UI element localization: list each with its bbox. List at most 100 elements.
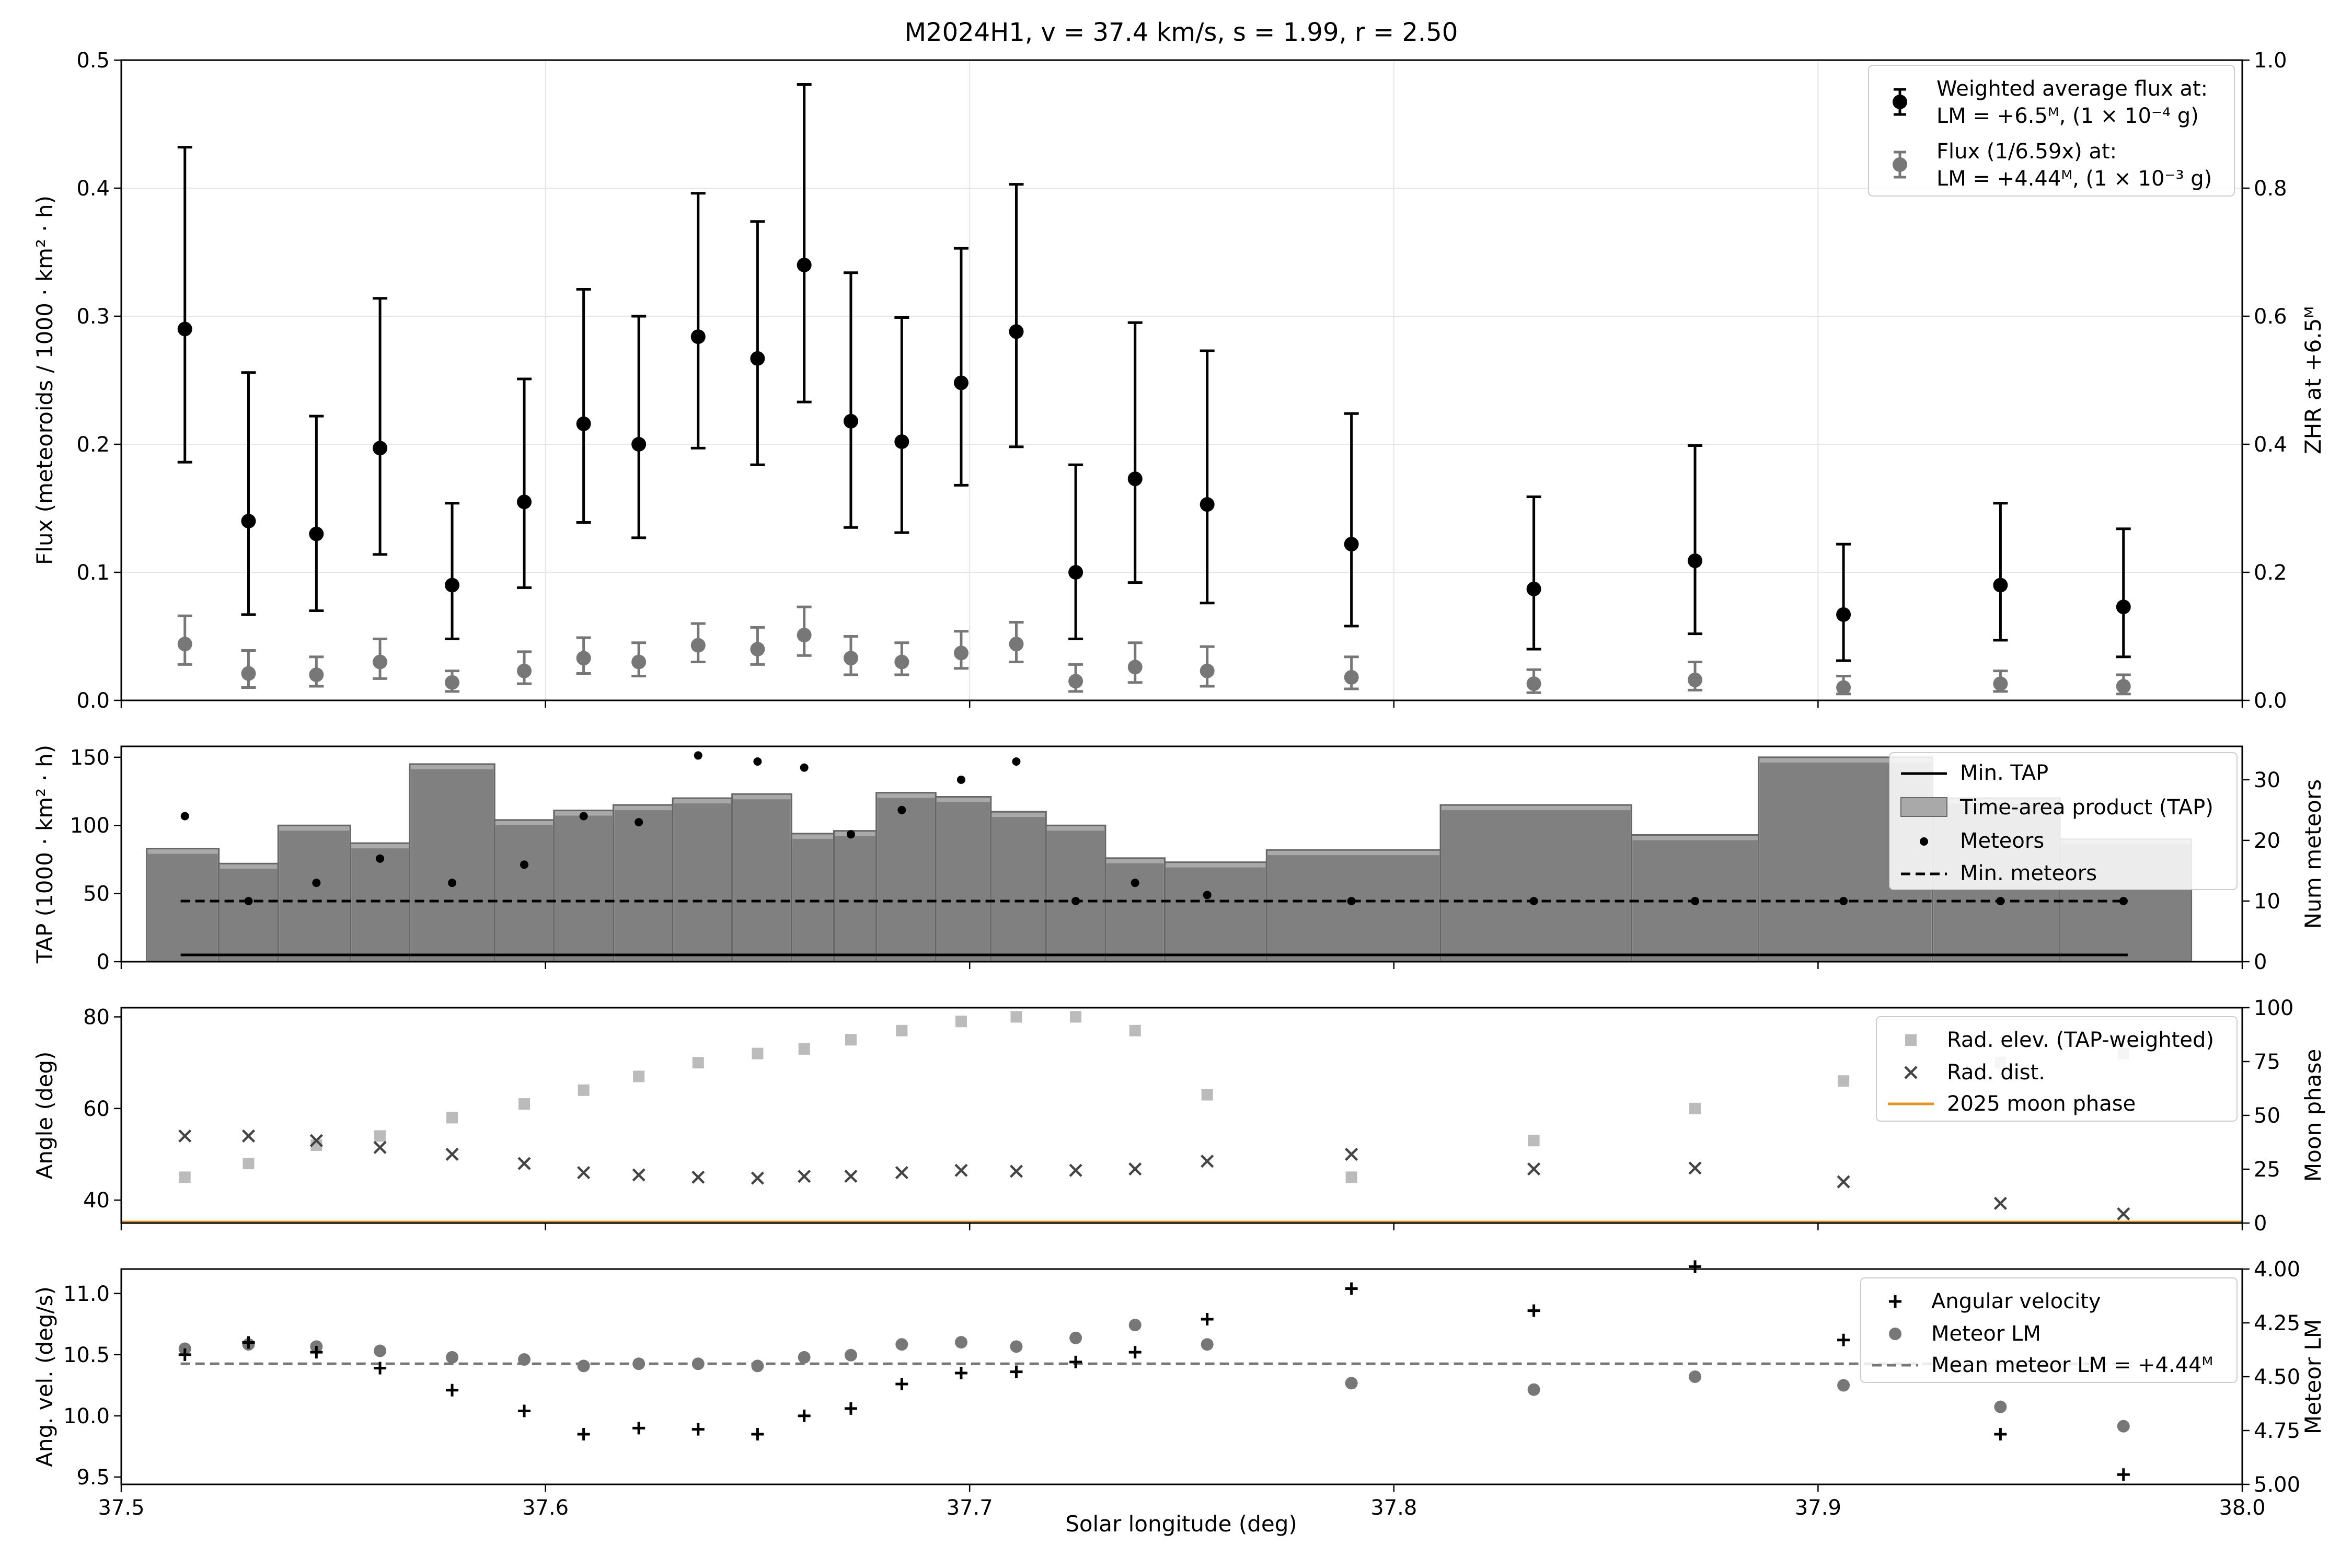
angular-velocity-point <box>242 1336 255 1349</box>
flux-scaled-point <box>517 650 532 685</box>
tap-bar-inner <box>1047 831 1104 962</box>
rad-elev-point <box>692 1057 704 1069</box>
legend-marker <box>1920 837 1928 846</box>
rad-dist-point <box>517 1157 531 1170</box>
angular-velocity-point <box>1069 1355 1082 1368</box>
legend-label: 2025 moon phase <box>1947 1092 2136 1116</box>
marker <box>373 441 388 456</box>
meteor-count-point <box>1529 896 1538 905</box>
meteor-count-point <box>753 757 762 766</box>
meteor-count-point <box>846 830 855 839</box>
marker <box>1200 497 1215 512</box>
rad-dist-point <box>1993 1196 2007 1210</box>
zhr-y-axis-tick-label: 0.2 <box>2254 561 2287 585</box>
marker <box>894 654 909 670</box>
zhr-y-axis-tick-label: 0.8 <box>2254 177 2287 201</box>
flux-scaled-point <box>1068 663 1083 693</box>
legend-entry: Flux (1/6.59x) at: LM = +4.44ᴹ, (1 × 10⁻³… <box>1893 140 2212 191</box>
flux-y-axis-tick-label: 0.4 <box>76 177 110 201</box>
tap-bar <box>146 848 220 963</box>
legend-entry: Rad. dist. <box>1904 1060 2045 1085</box>
flux-y-axis-tick-label: 0.1 <box>76 561 110 585</box>
rad-dist-point <box>178 1129 192 1143</box>
legend-label: Meteors <box>1960 829 2044 853</box>
rad-dist-point <box>577 1166 591 1180</box>
marker <box>1009 324 1024 339</box>
tap-bar-inner <box>410 769 494 962</box>
tap-bar <box>409 763 495 963</box>
meteor-count-point <box>800 763 809 772</box>
tap-panel: 0 50 100 150 TAP (1000 · km² · h) 0 10 20 30 Num … <box>32 745 2326 974</box>
meteor-lm-point <box>1994 1400 2007 1413</box>
meteor-count-point <box>1203 891 1212 900</box>
flux-y-axis-label: Flux (meteoroids / 1000 · km² · h) <box>32 195 57 565</box>
tap-bar <box>935 795 992 963</box>
meteor-lm-y-axis-label: Meteor LM <box>2300 1319 2326 1434</box>
meteors-y-axis-tick-label: 20 <box>2254 829 2280 853</box>
legend-label: LM = +4.44ᴹ, (1 × 10⁻³ g) <box>1936 167 2212 191</box>
meteor-lm-point <box>518 1353 531 1366</box>
tap-y-axis-tick-label: 100 <box>70 814 110 838</box>
angular-velocity-point <box>178 1348 191 1361</box>
angle-y-axis-tick-label: 40 <box>83 1189 110 1213</box>
flux-scaled-point <box>797 605 812 657</box>
angle-y-axis-label: Angle (deg) <box>32 1052 57 1180</box>
marker <box>1068 674 1083 689</box>
marker <box>797 258 812 272</box>
rad-dist-point <box>445 1147 459 1161</box>
tap-bar <box>1265 849 1442 963</box>
flux-point <box>1344 412 1359 628</box>
meteor-count-point <box>635 818 643 827</box>
tap-bar-inner <box>1106 863 1164 962</box>
tap-bar <box>277 824 351 963</box>
flux-scaled-point <box>241 649 256 689</box>
flux-point <box>1836 543 1851 662</box>
rad-dist-point <box>1009 1165 1023 1178</box>
tap-bar-inner <box>1442 810 1631 962</box>
marker <box>894 434 909 449</box>
meteor-count-point <box>1996 896 2005 905</box>
tap-y-axis-tick-label: 50 <box>83 882 110 906</box>
x-tick-label: 37.7 <box>947 1496 993 1520</box>
meteor-lm-point <box>374 1344 387 1357</box>
flux-point <box>309 414 324 612</box>
legend-box <box>1876 1016 2238 1122</box>
tap-bar-inner <box>279 831 350 962</box>
tap-bar-inner <box>991 817 1045 962</box>
legend-marker <box>1904 1066 1918 1079</box>
rad-elev-point <box>955 1016 967 1028</box>
rad-elev-point <box>1345 1171 1357 1183</box>
meteor-lm-point <box>751 1359 764 1373</box>
meteor-lm-point <box>844 1348 857 1362</box>
angular-velocity-point <box>954 1366 967 1379</box>
marker <box>576 416 591 431</box>
tap-bar-inner <box>674 803 731 962</box>
x-tick-label: 37.9 <box>1795 1496 1841 1520</box>
meteor-count-point <box>1131 879 1139 887</box>
meteor-count-point <box>2119 896 2128 905</box>
marker <box>843 413 858 429</box>
meteor-lm-y-axis-tick-label: 4.25 <box>2254 1311 2300 1335</box>
marker <box>1526 581 1541 596</box>
tap-bar-inner <box>220 869 278 962</box>
tap-bar-inner <box>877 798 935 962</box>
tap-bar-inner <box>614 810 672 962</box>
legend-marker <box>1889 1328 1901 1340</box>
legend-entry: Meteors <box>1920 829 2044 853</box>
angle-y-axis-tick-label: 60 <box>83 1097 110 1121</box>
tap-bar <box>1439 804 1632 963</box>
rad-elev-point <box>845 1034 857 1046</box>
legend-marker <box>1893 95 1907 109</box>
tap-bar-inner <box>495 825 553 962</box>
legend-entry: Meteor LM <box>1889 1322 2041 1346</box>
rad-elev-point <box>518 1098 531 1110</box>
meteor-count-point <box>244 896 253 905</box>
marker <box>1688 672 1703 687</box>
meteor-count-point <box>448 879 457 887</box>
marker <box>445 578 460 593</box>
meteor-lm-point <box>446 1351 459 1364</box>
legend-entry: Angular velocity <box>1889 1289 2101 1313</box>
flux-scaled-point <box>953 630 969 670</box>
rad-dist-point <box>241 1129 256 1143</box>
flux-y-axis-tick-label: 0.0 <box>76 689 110 713</box>
